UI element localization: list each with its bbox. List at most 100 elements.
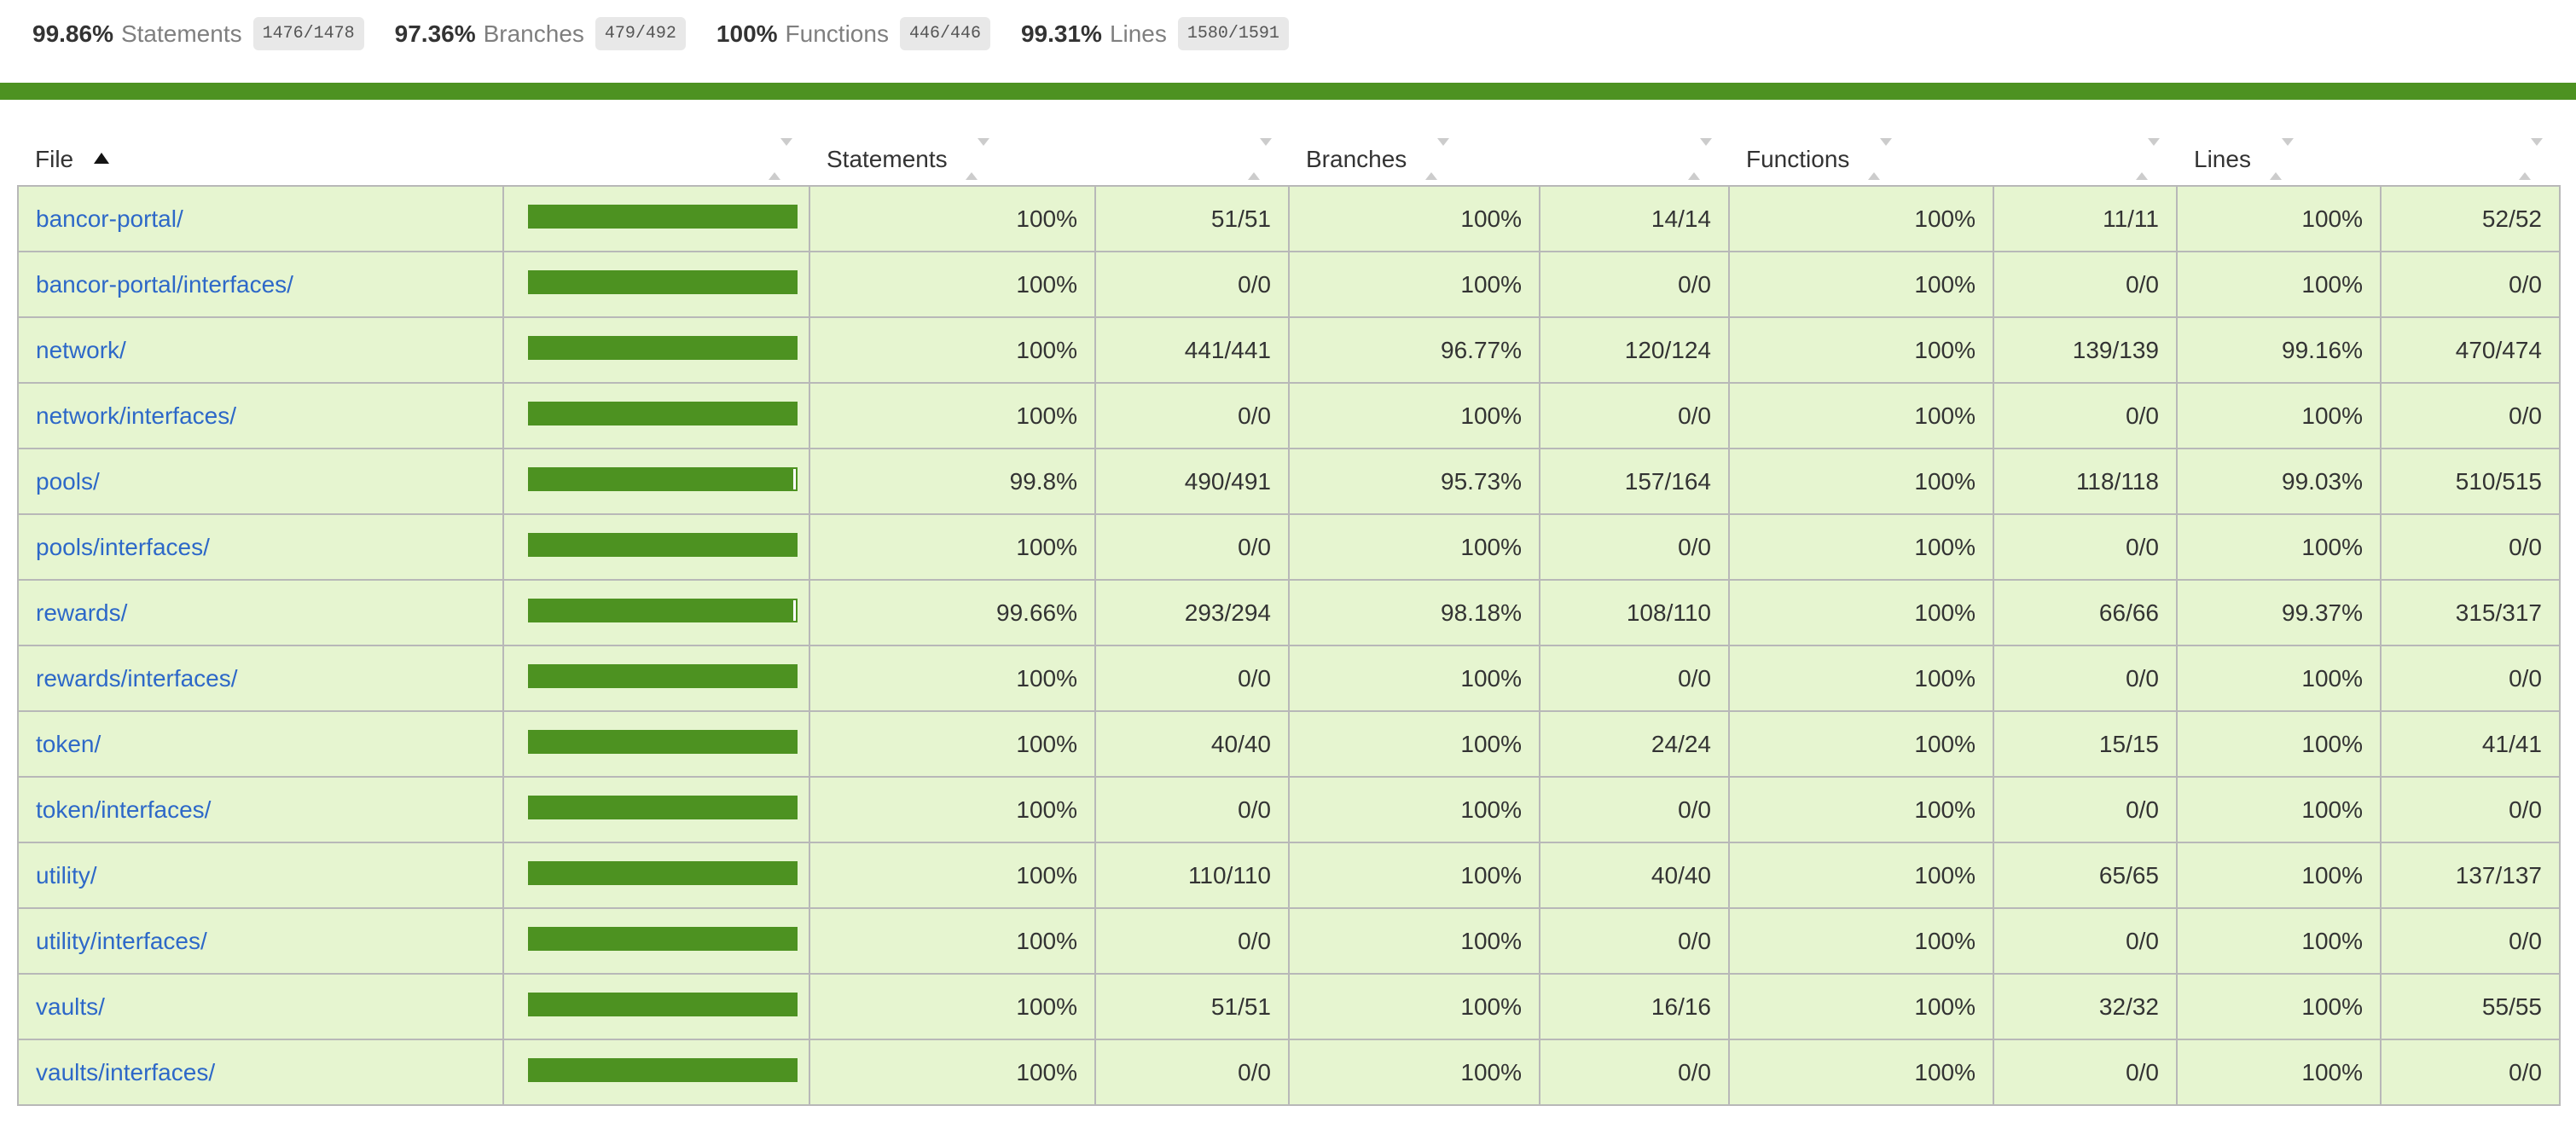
functions-frac-cell: 118/118 [1993,449,2178,514]
branches-pct-cell: 100% [1289,514,1540,580]
file-link[interactable]: token/ [36,731,102,757]
branches-frac-cell: 0/0 [1540,252,1730,317]
coverage-bar-fill [530,732,796,752]
functions-frac-cell: 0/0 [1993,383,2178,449]
branches-header-label: Branches [1306,146,1407,172]
column-header-file[interactable]: File [18,134,503,186]
functions-pct-cell: 100% [1729,580,1994,645]
statements-pct-cell: 100% [809,842,1096,908]
branches-frac-cell: 14/14 [1540,186,1730,252]
coverage-bar-cell [503,317,810,383]
functions-frac-cell: 11/11 [1993,186,2178,252]
functions-frac-cell: 0/0 [1993,908,2178,974]
lines-pct-cell: 100% [2177,777,2382,842]
coverage-bar-empty [792,600,796,621]
lines-header-label: Lines [2194,146,2251,172]
file-link[interactable]: token/interfaces/ [36,796,212,823]
branches-frac-cell: 24/24 [1540,711,1730,777]
column-header-lines-raw[interactable] [2381,134,2560,186]
table-row: pools/ 99.8% 490/491 95.73% 157/164 100%… [18,449,2560,514]
sort-toggle-icon[interactable] [1688,137,1712,180]
lines-pct-cell: 100% [2177,711,2382,777]
file-link[interactable]: utility/ [36,862,97,889]
coverage-bar-fill [530,206,796,227]
file-cell: vaults/interfaces/ [18,1039,504,1105]
table-row: vaults/interfaces/ 100% 0/0 100% 0/0 100… [18,1039,2560,1105]
branches-frac-cell: 0/0 [1540,514,1730,580]
lines-frac-cell: 0/0 [2381,514,2560,580]
column-header-lines[interactable]: Lines [2177,134,2381,186]
column-header-statements[interactable]: Statements [809,134,1095,186]
coverage-bar-cell [503,645,810,711]
coverage-bar-fill [530,994,796,1015]
column-header-functions-raw[interactable] [1993,134,2177,186]
file-link[interactable]: rewards/ [36,599,128,626]
column-header-branches-raw[interactable] [1540,134,1729,186]
file-link[interactable]: bancor-portal/interfaces/ [36,271,293,298]
file-link[interactable]: pools/interfaces/ [36,534,210,560]
table-row: vaults/ 100% 51/51 100% 16/16 100% 32/32… [18,974,2560,1039]
coverage-bar-chart [528,402,798,425]
lines-pct-cell: 99.03% [2177,449,2382,514]
statements-frac-cell: 0/0 [1095,908,1290,974]
coverage-bar-cell [503,252,810,317]
file-cell: network/ [18,317,504,383]
metric-branches: 97.36% Branches 479/492 [395,17,686,50]
coverage-bar-chart [528,927,798,951]
file-link[interactable]: vaults/interfaces/ [36,1059,216,1085]
statements-frac-cell: 51/51 [1095,186,1290,252]
branches-frac-cell: 0/0 [1540,777,1730,842]
file-cell: network/interfaces/ [18,383,504,449]
table-header-row: File Statements Branches [18,134,2560,186]
sort-toggle-icon[interactable] [1868,137,1893,180]
column-header-branches[interactable]: Branches [1289,134,1540,186]
statements-pct-cell: 100% [809,252,1096,317]
statements-frac-cell: 0/0 [1095,645,1290,711]
functions-frac-cell: 139/139 [1993,317,2178,383]
file-link[interactable]: rewards/interfaces/ [36,665,238,692]
lines-pct-cell: 100% [2177,645,2382,711]
sort-toggle-icon[interactable] [966,137,990,180]
sort-toggle-icon[interactable] [1425,137,1450,180]
lines-frac-cell: 0/0 [2381,1039,2560,1105]
file-link[interactable]: utility/interfaces/ [36,928,207,954]
lines-frac-cell: 510/515 [2381,449,2560,514]
statements-pct-cell: 100% [809,383,1096,449]
sort-toggle-icon[interactable] [769,137,792,180]
column-header-functions[interactable]: Functions [1729,134,1993,186]
branches-pct-cell: 100% [1289,777,1540,842]
coverage-bar-fill [530,338,796,358]
sort-toggle-icon[interactable] [2269,137,2294,180]
lines-pct-cell: 100% [2177,514,2382,580]
file-link[interactable]: bancor-portal/ [36,205,183,232]
statements-fraction-badge: 1476/1478 [252,17,364,50]
functions-pct-cell: 100% [1729,317,1994,383]
functions-frac-cell: 0/0 [1993,645,2178,711]
lines-pct-cell: 100% [2177,908,2382,974]
functions-pct-cell: 100% [1729,252,1994,317]
functions-percent: 100% [716,20,778,47]
file-link[interactable]: pools/ [36,468,100,495]
lines-label: Lines [1109,20,1167,47]
functions-frac-cell: 0/0 [1993,777,2178,842]
branches-frac-cell: 0/0 [1540,383,1730,449]
sort-toggle-icon[interactable] [2136,137,2160,180]
branches-pct-cell: 100% [1289,908,1540,974]
coverage-bar-cell [503,842,810,908]
sort-toggle-icon[interactable] [2519,137,2543,180]
file-cell: utility/ [18,842,504,908]
file-link[interactable]: network/interfaces/ [36,402,236,429]
lines-frac-cell: 0/0 [2381,383,2560,449]
file-link[interactable]: network/ [36,337,126,363]
sorted-asc-triangle-icon[interactable] [93,153,109,165]
file-cell: vaults/ [18,974,504,1039]
column-header-statements-raw[interactable] [1095,134,1289,186]
sort-toggle-icon[interactable] [1248,137,1272,180]
column-header-pic[interactable] [503,134,809,186]
branches-frac-cell: 0/0 [1540,1039,1730,1105]
coverage-bar-cell [503,777,810,842]
coverage-bar-fill [530,535,796,555]
file-link[interactable]: vaults/ [36,993,105,1020]
statements-pct-cell: 99.66% [809,580,1096,645]
branches-percent: 97.36% [394,20,476,47]
